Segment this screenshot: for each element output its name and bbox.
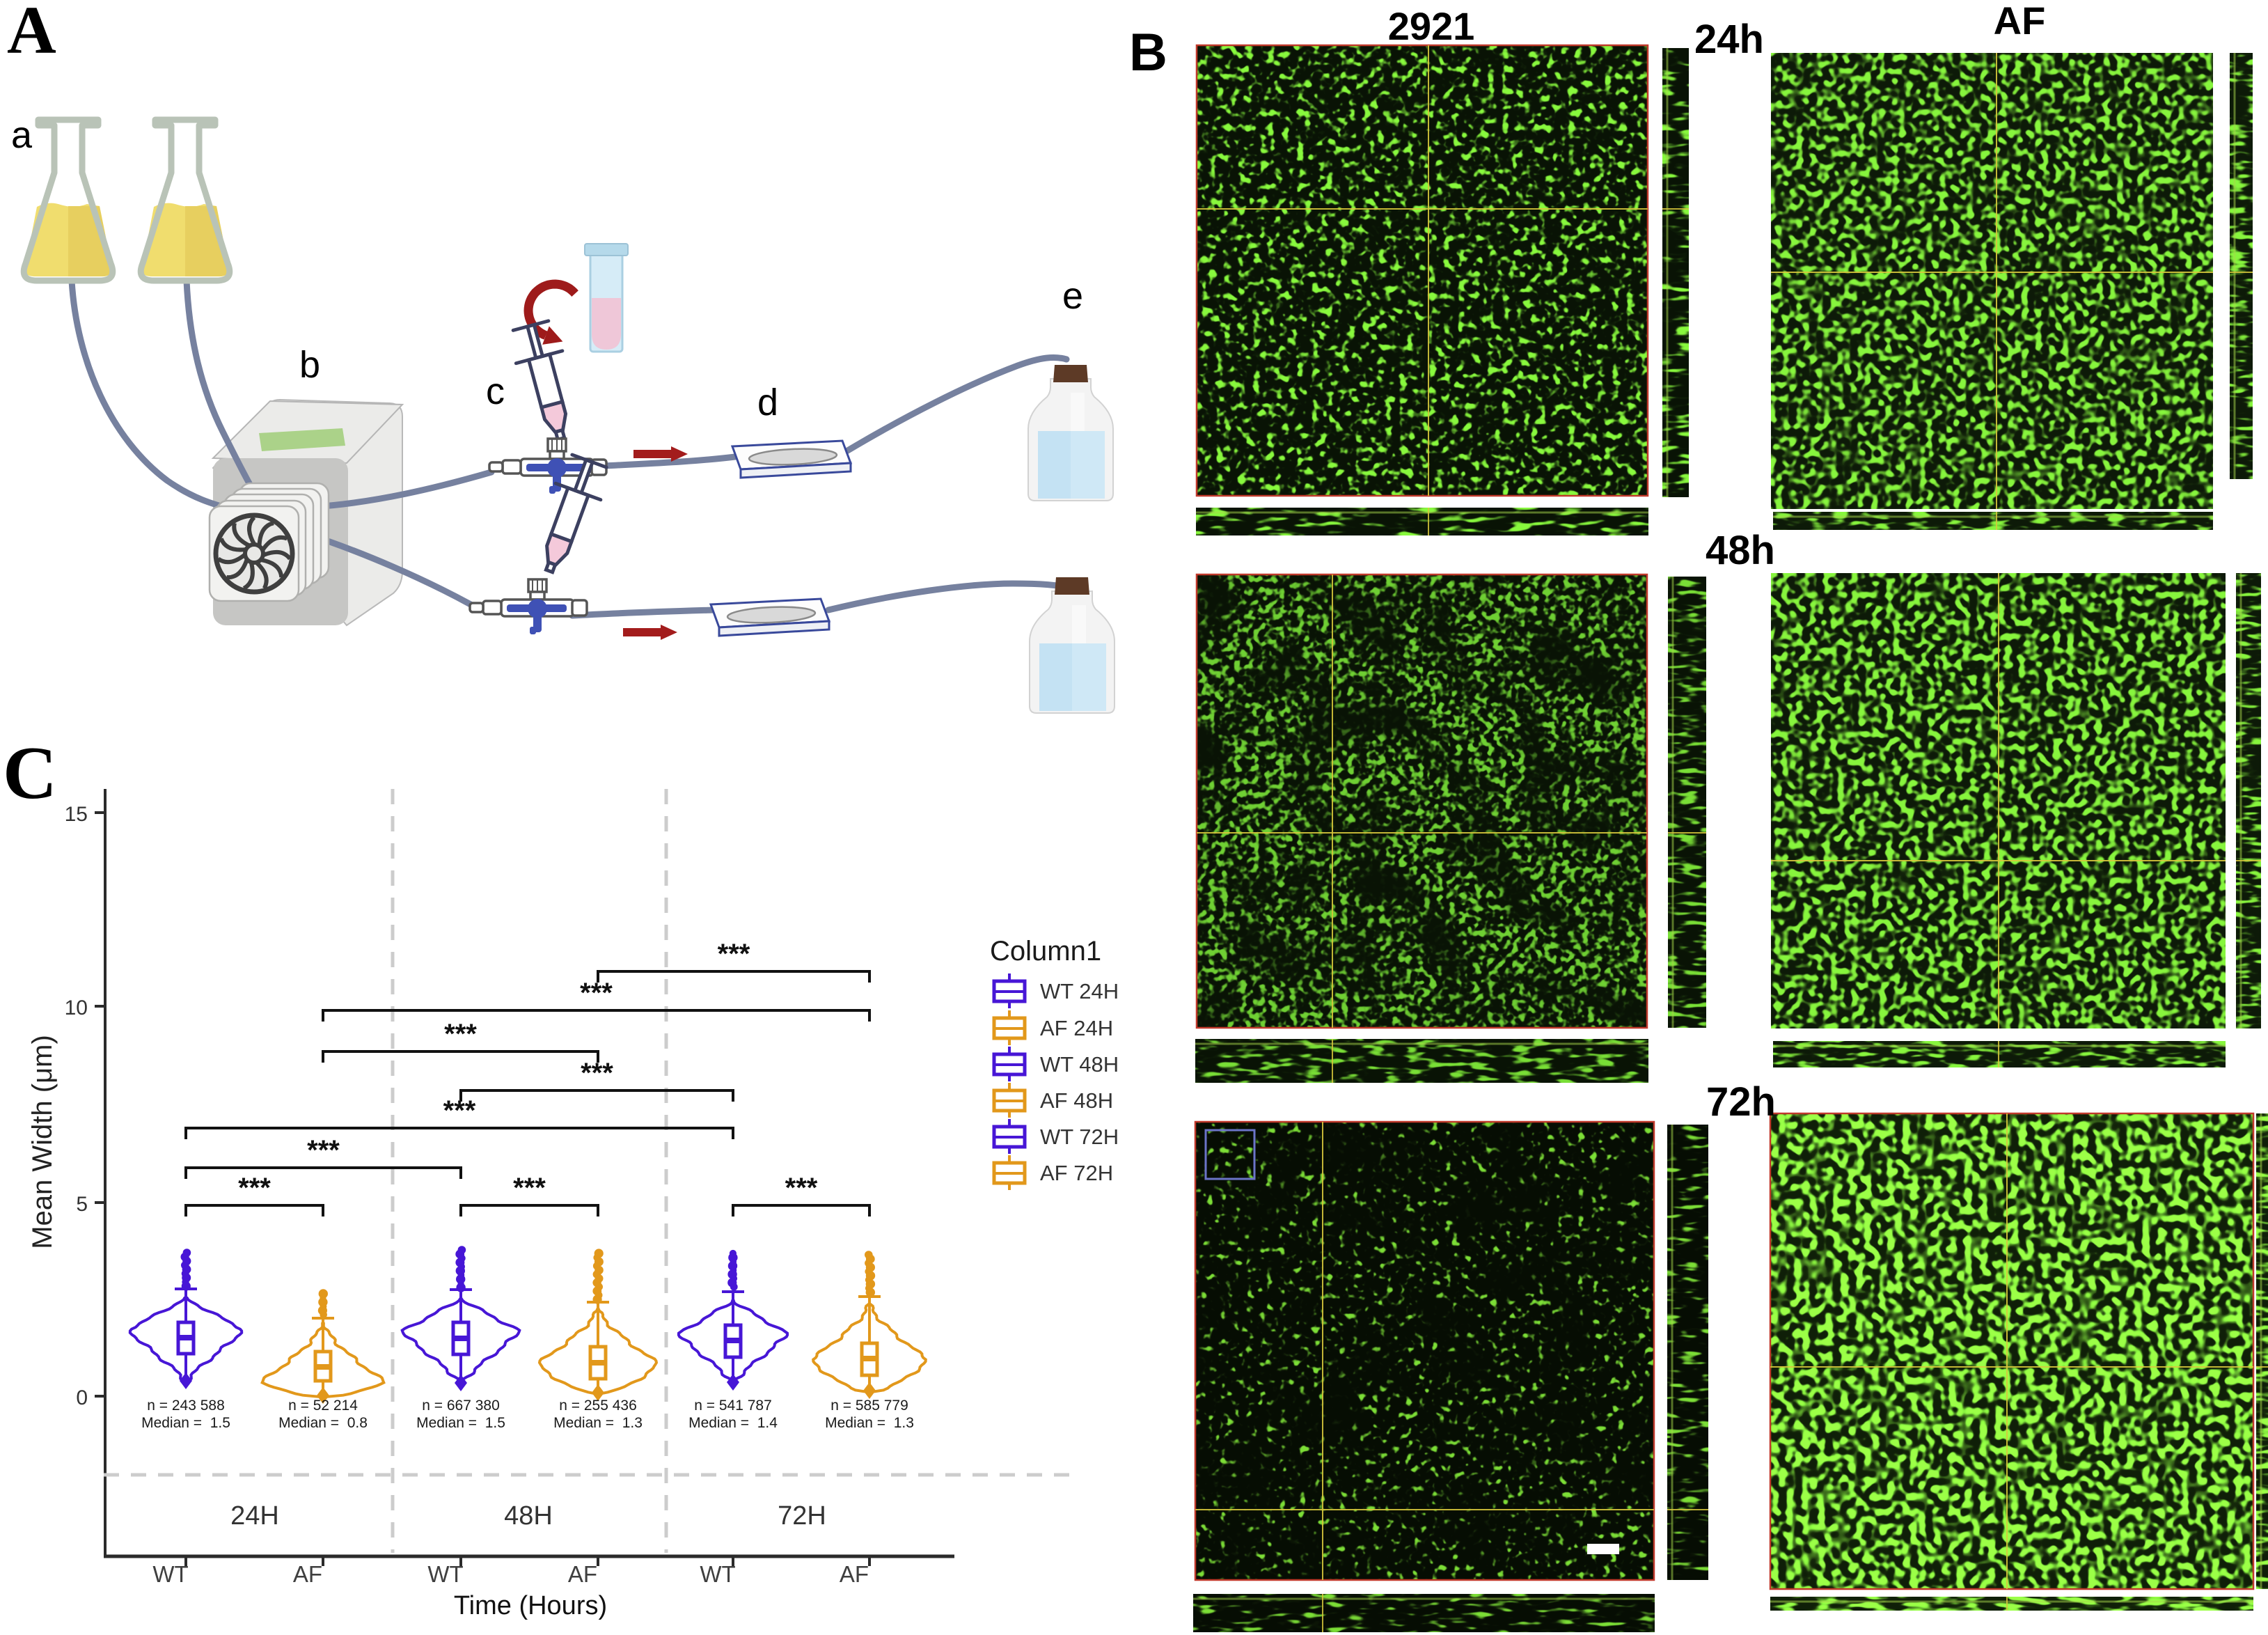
svg-text:***: *** [307,1135,340,1166]
svg-text:n = 585 779: n = 585 779 [830,1398,908,1414]
svg-text:WT 48H: WT 48H [1040,1052,1119,1077]
svg-text:***: *** [513,1173,546,1203]
svg-text:n = 52 214: n = 52 214 [288,1398,358,1414]
svg-text:Median = 1.5: Median = 1.5 [141,1415,230,1431]
svg-text:Median = 1.3: Median = 1.3 [825,1415,914,1431]
svg-text:a: a [11,114,33,156]
svg-text:Mean Width (μm): Mean Width (μm) [27,1035,58,1249]
svg-text:AF: AF [568,1561,597,1587]
svg-text:b: b [299,344,320,386]
svg-text:WT: WT [427,1561,463,1587]
svg-text:***: *** [238,1173,271,1203]
svg-text:5: 5 [76,1193,88,1216]
svg-text:n = 541 787: n = 541 787 [694,1398,772,1414]
svg-text:2921: 2921 [1388,4,1475,48]
svg-text:***: *** [443,1095,476,1126]
svg-text:48H: 48H [504,1501,553,1531]
svg-text:WT 72H: WT 72H [1040,1125,1119,1149]
svg-text:Time (Hours): Time (Hours) [454,1591,607,1620]
svg-text:0: 0 [76,1386,88,1409]
svg-text:24H: 24H [230,1501,279,1531]
svg-text:Median = 1.5: Median = 1.5 [416,1415,505,1431]
svg-text:48h: 48h [1706,528,1775,573]
svg-text:n = 243 588: n = 243 588 [147,1398,225,1414]
svg-text:AF 48H: AF 48H [1040,1088,1113,1113]
svg-text:n = 255 436: n = 255 436 [559,1398,637,1414]
svg-text:AF: AF [293,1561,322,1587]
svg-text:c: c [486,370,505,412]
svg-text:10: 10 [65,996,88,1019]
svg-text:Median = 0.8: Median = 0.8 [278,1415,368,1431]
svg-text:72h: 72h [1706,1079,1776,1125]
svg-text:***: *** [581,1058,613,1088]
svg-text:Column1: Column1 [990,936,1101,967]
svg-text:C: C [3,732,57,815]
svg-text:d: d [757,382,778,423]
svg-text:Median = 1.3: Median = 1.3 [553,1415,643,1431]
svg-text:WT 24H: WT 24H [1040,979,1119,1003]
svg-text:24h: 24h [1694,17,1764,62]
svg-text:WT: WT [700,1561,735,1587]
svg-text:15: 15 [65,803,88,826]
svg-text:***: *** [718,939,750,969]
svg-text:***: *** [785,1173,818,1203]
svg-text:WT: WT [152,1561,188,1587]
svg-text:A: A [7,0,56,68]
svg-text:AF: AF [1994,0,2046,42]
svg-text:***: *** [444,1019,477,1049]
svg-text:72H: 72H [778,1501,826,1531]
svg-text:Median = 1.4: Median = 1.4 [688,1415,778,1431]
svg-text:***: *** [580,978,613,1008]
svg-text:AF 24H: AF 24H [1040,1016,1113,1040]
svg-text:e: e [1062,275,1083,317]
svg-text:AF 72H: AF 72H [1040,1161,1113,1185]
svg-text:B: B [1129,23,1167,82]
svg-text:AF: AF [840,1561,869,1587]
svg-text:n = 667 380: n = 667 380 [422,1398,500,1414]
